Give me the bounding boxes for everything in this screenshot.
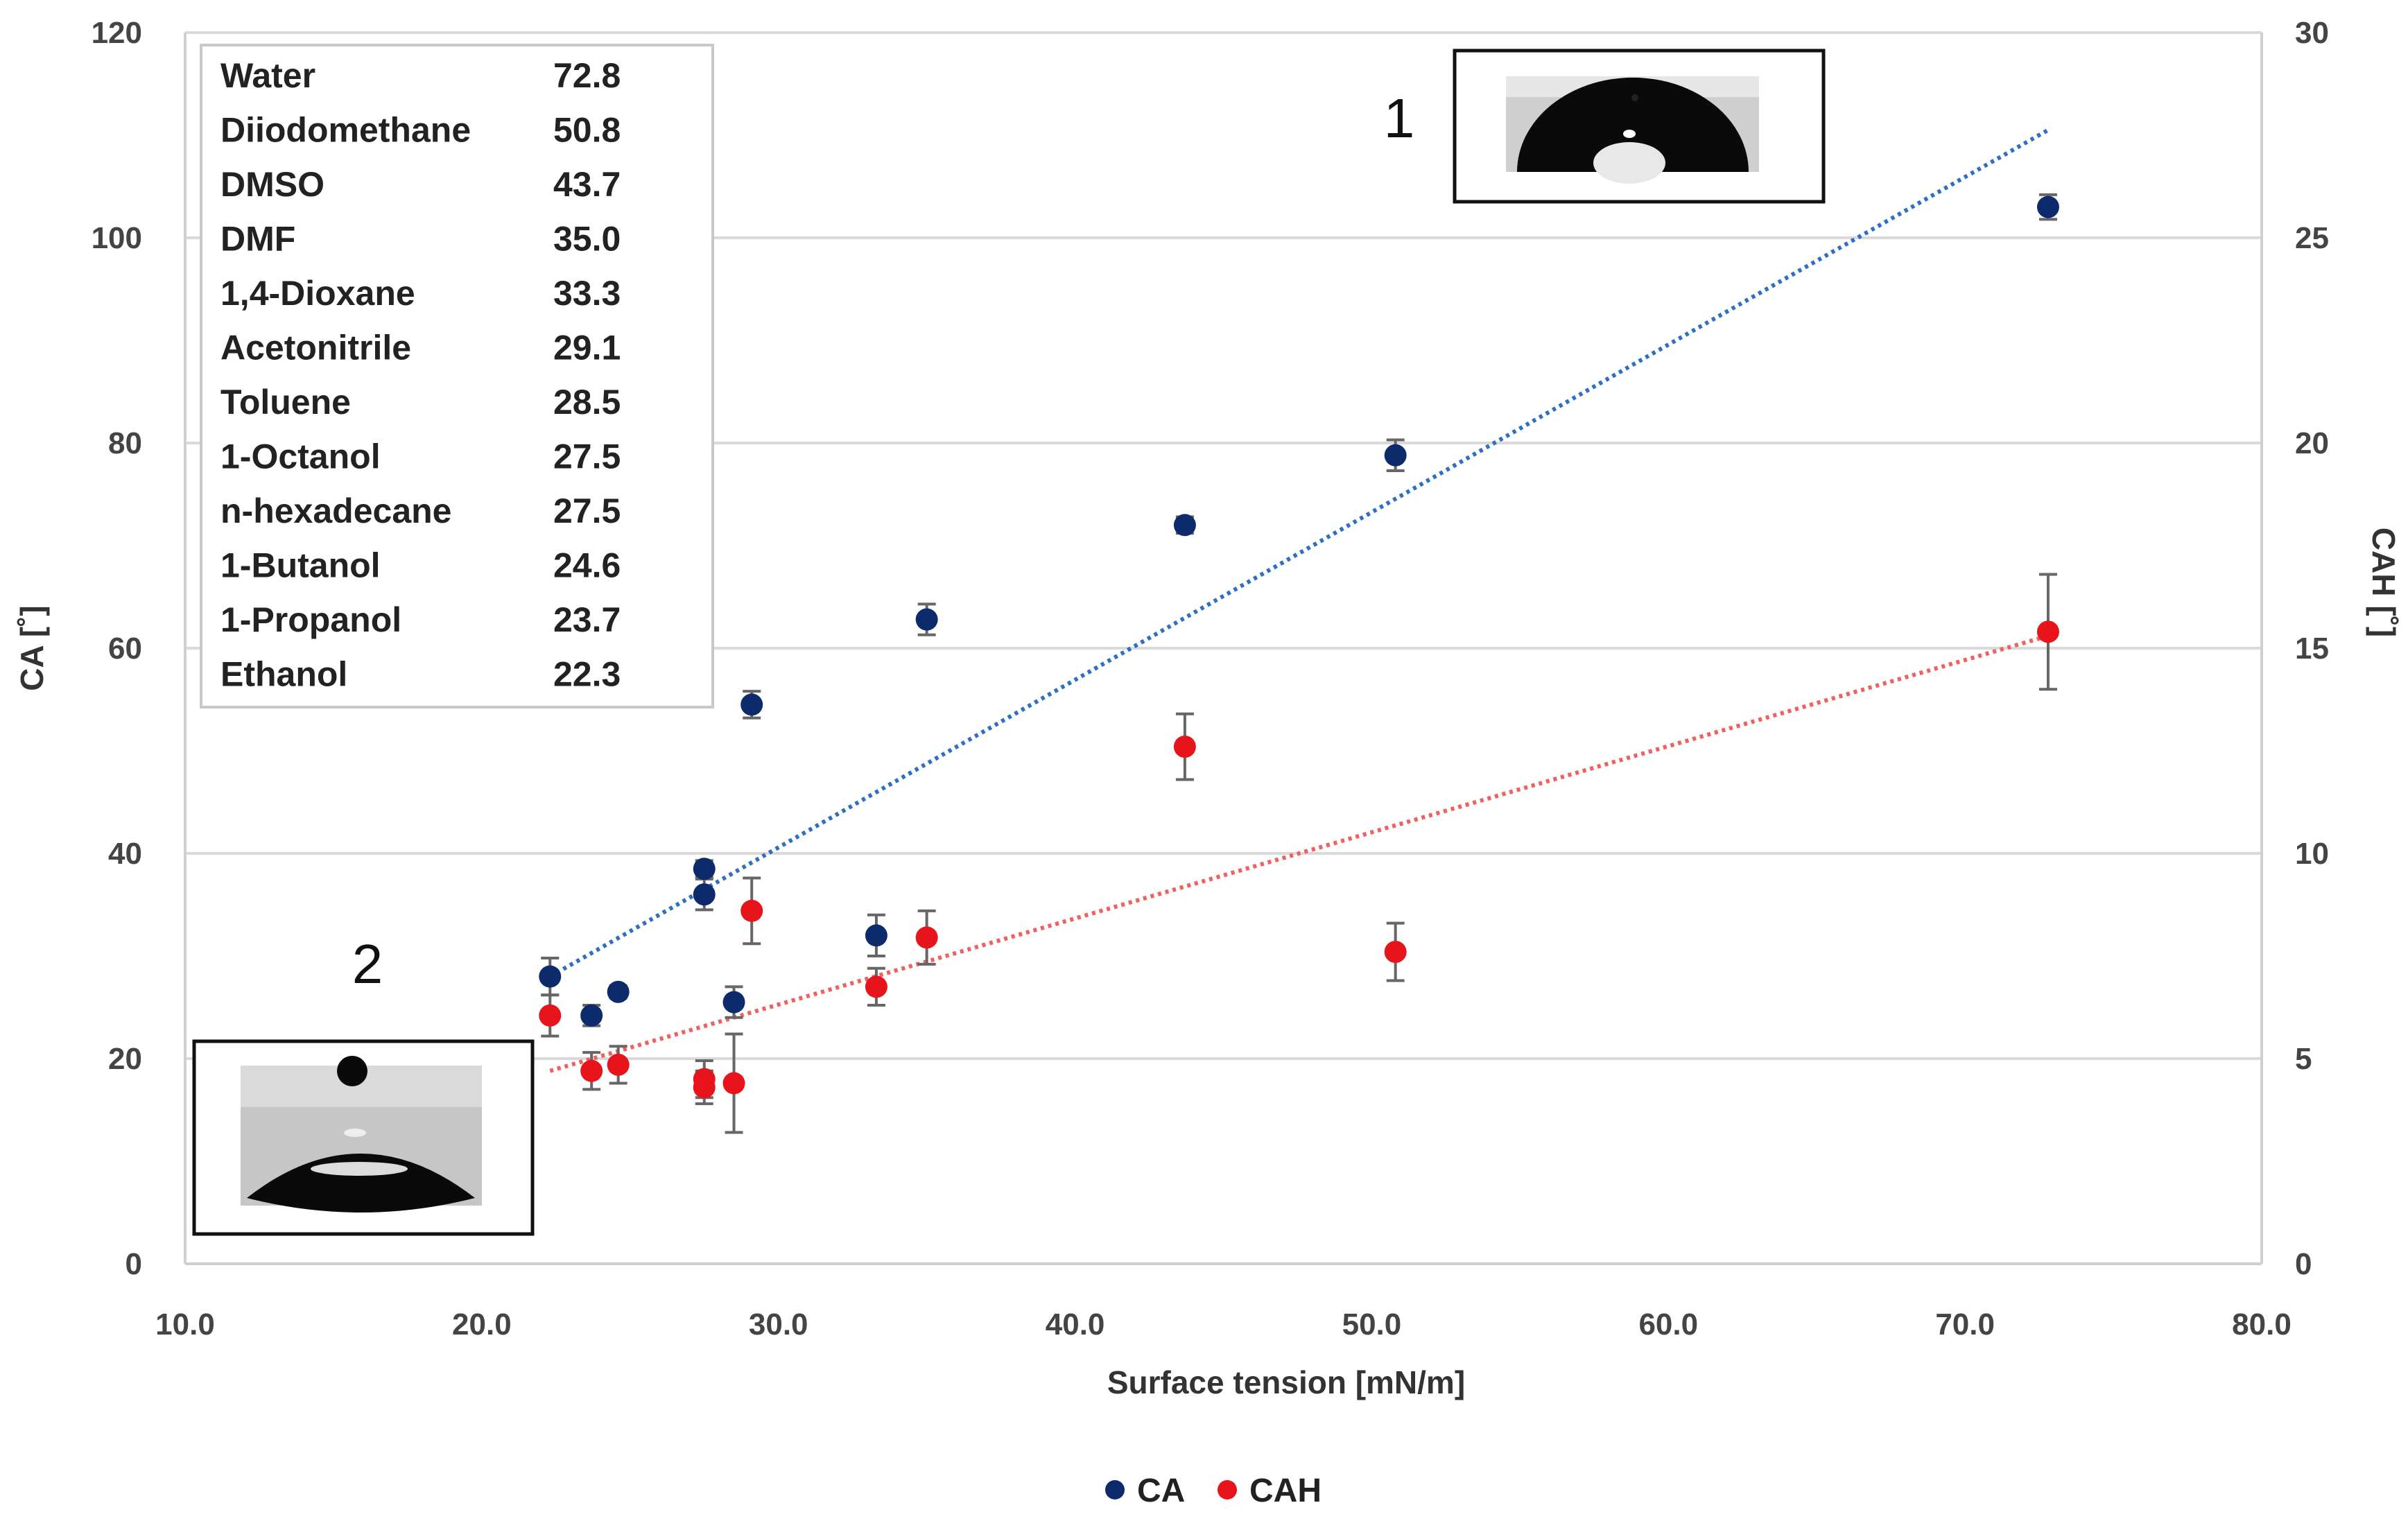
error-bars [541,193,2057,1134]
point-ca [1173,514,1196,537]
point-cah [539,1004,562,1027]
legend-ca-marker [1105,1480,1125,1500]
point-ca [915,608,938,631]
solvent-table-frame [200,44,714,709]
point-cah [722,1072,745,1095]
trendline-ca [548,128,2050,979]
table-solvent-name: n-hexadecane [220,492,451,530]
point-ca [539,965,562,988]
y-axis-label: CA [˚] [14,605,50,690]
point-cah [607,1053,630,1076]
point-ca [722,991,745,1014]
point-cah [580,1059,603,1082]
y2-tick-label: 0 [2295,1247,2312,1281]
table-solvent-name: 1-Propanol [220,600,401,639]
table-solvent-value: 50.8 [553,111,621,150]
point-ca [580,1004,603,1027]
table-solvent-value: 29.1 [553,329,621,367]
table-solvent-value: 72.8 [553,56,621,95]
axes: 0 20 40 60 80 100 120 0 5 10 15 20 25 30 10.0 20.0 30.0 4… [92,16,2329,1341]
legend-ca-label: CA [1137,1472,1185,1509]
x-tick-label: 70.0 [1935,1307,1995,1341]
inset-water-droplet: 1 [1384,49,1826,204]
water-droplet-shape [1517,77,1749,173]
y2-tick-label: 20 [2295,426,2329,460]
point-cah [693,1076,716,1099]
point-cah [865,975,887,998]
legend-cah-marker [1218,1480,1237,1500]
solvent-table: Water 72.8 Diiodomethane 50.8 DMSO 43.7 DMF 35.… [200,44,714,709]
y2-tick-label: 5 [2295,1042,2312,1076]
y-tick-label: 80 [108,426,142,460]
data-points [539,195,2059,1099]
legend: CA CAH [1105,1472,1322,1509]
table-solvent-value: 35.0 [553,220,621,259]
table-solvent-name: 1-Butanol [220,546,381,585]
table-solvent-name: 1-Octanol [220,437,381,476]
point-cah [1384,941,1407,964]
y-tick-label: 100 [92,221,142,255]
y-tick-label: 20 [108,1042,142,1076]
table-solvent-name: DMF [220,220,295,259]
y2-tick-label: 15 [2295,632,2329,666]
ethanol-droplet-shape [247,1154,475,1213]
y2-axis-label: CAH [˚] [2366,528,2402,637]
point-cah [740,899,763,922]
y2-tick-label: 10 [2295,837,2329,871]
table-solvent-value: 23.7 [553,600,621,639]
table-solvent-value: 33.3 [553,274,621,313]
table-solvent-value: 27.5 [553,492,621,530]
droplet-2-highlight [344,1129,366,1137]
x-tick-label: 60.0 [1638,1307,1698,1341]
y2-tick-label: 25 [2295,221,2329,255]
trendline-cah [549,634,2049,1073]
inset-ethanol-droplet: 2 [192,933,535,1236]
x-axis-label: Surface tension [mN/m] [1107,1364,1465,1400]
table-solvent-name: Toluene [220,383,351,421]
x-tick-label: 80.0 [2232,1307,2292,1341]
table-solvent-value: 43.7 [553,165,621,204]
y-tick-label: 60 [108,632,142,666]
point-ca [1384,444,1407,467]
droplet-2-needle-drop [337,1056,367,1086]
x-tick-label: 20.0 [452,1307,512,1341]
x-tick-label: 10.0 [155,1307,215,1341]
table-solvent-value: 27.5 [553,437,621,476]
y-tick-label: 120 [92,16,142,50]
y-tick-label: 40 [108,837,142,871]
x-tick-label: 40.0 [1046,1307,1105,1341]
table-solvent-value: 28.5 [553,383,621,421]
table-solvent-name: DMSO [220,165,324,204]
table-solvent-name: 1,4-Dioxane [220,274,415,313]
point-ca [865,924,887,947]
droplet-1-highlight [1623,130,1636,138]
table-solvent-value: 22.3 [553,655,621,694]
point-ca [693,858,716,880]
legend-cah-label: CAH [1249,1472,1322,1509]
point-ca [740,693,763,716]
table-solvent-name: Ethanol [220,655,347,694]
trendlines [548,128,2050,1073]
table-solvent-name: Water [220,56,315,95]
point-cah [1173,736,1196,758]
y-tick-label: 0 [125,1247,142,1281]
table-solvent-name: Acetonitrile [220,329,411,367]
inset-1-label: 1 [1384,87,1415,149]
y2-tick-label: 30 [2295,16,2329,50]
droplet-1-needle-glint [1631,94,1638,101]
x-tick-label: 30.0 [749,1307,808,1341]
table-solvent-name: Diiodomethane [220,111,471,150]
point-ca [607,980,630,1003]
inset-2-label: 2 [352,933,383,995]
point-ca [693,883,716,906]
point-cah [915,926,938,949]
point-ca [2036,195,2059,218]
droplet-1-reflection [1593,142,1665,184]
table-solvent-value: 24.6 [553,546,621,585]
x-tick-label: 50.0 [1342,1307,1402,1341]
droplet-2-reflection [311,1162,408,1176]
point-cah [2036,620,2059,643]
